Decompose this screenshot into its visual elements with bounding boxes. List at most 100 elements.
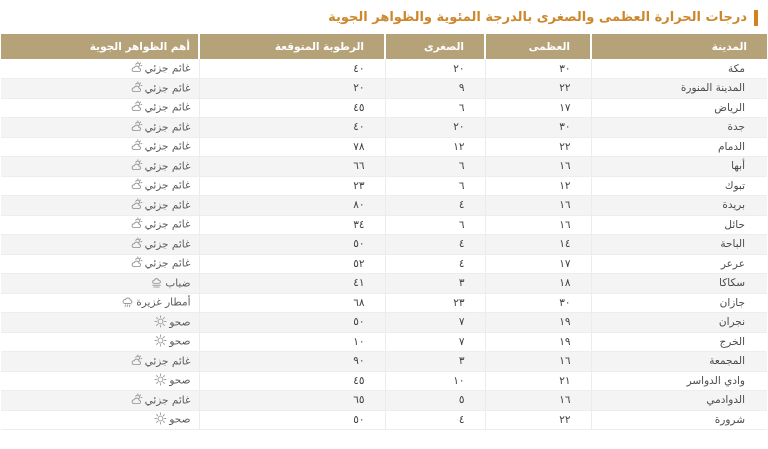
- phenomena-label: صحو: [169, 316, 191, 329]
- table-header-row: المدينة العظمى الصغرى الرطوبة المتوقعة أ…: [1, 34, 767, 59]
- phenomena-cell: غائم جزئي: [1, 235, 199, 255]
- table-row: شرورة ٢٢ ٤ ٥٠ صحو: [1, 410, 767, 430]
- humidity-cell: ٨٠: [198, 195, 385, 215]
- phenomena-label: صحو: [169, 413, 191, 426]
- city-cell: حائل: [590, 215, 767, 235]
- partly-cloudy-icon: [130, 100, 143, 113]
- humidity-cell: ٥٠: [198, 312, 385, 332]
- max-temp-cell: ٣٠: [484, 117, 591, 137]
- partly-cloudy-icon: [130, 354, 143, 367]
- min-temp-cell: ١٠: [384, 371, 485, 391]
- table-row: حائل ١٦ ٦ ٣٤ غائم جزئي: [1, 215, 767, 235]
- partly-cloudy-icon: [130, 61, 143, 74]
- partly-cloudy-icon: [130, 198, 143, 211]
- table-row: الرياض ١٧ ٦ ٤٥ غائم جزئي: [1, 98, 767, 118]
- city-cell: تبوك: [590, 176, 767, 196]
- table-row: سكاكا ١٨ ٣ ٤١ ضباب: [1, 273, 767, 293]
- min-temp-cell: ٧: [384, 312, 485, 332]
- phenomena-label: غائم جزئي: [144, 238, 191, 251]
- min-temp-cell: ٤: [384, 234, 485, 254]
- city-cell: الدمام: [590, 137, 767, 157]
- max-temp-cell: ١٤: [484, 234, 591, 254]
- clear-icon: [154, 334, 167, 347]
- max-temp-cell: ٢٢: [484, 137, 591, 157]
- min-temp-cell: ٢٣: [384, 293, 485, 313]
- humidity-cell: ٦٨: [198, 293, 385, 313]
- humidity-cell: ٤٥: [198, 98, 385, 118]
- column-header-city: المدينة: [590, 34, 767, 59]
- phenomena-cell: غائم جزئي: [1, 98, 199, 118]
- phenomena-label: غائم جزئي: [144, 62, 191, 75]
- city-cell: الدوادمي: [590, 390, 767, 410]
- partly-cloudy-icon: [130, 393, 143, 406]
- phenomena-cell: صحو: [1, 313, 199, 333]
- heavy-rain-icon: [121, 295, 134, 308]
- city-cell: جازان: [590, 293, 767, 313]
- city-cell: شرورة: [590, 410, 767, 430]
- phenomena-cell: غائم جزئي: [1, 157, 199, 177]
- column-header-max-temp: العظمى: [484, 34, 591, 59]
- min-temp-cell: ٣: [384, 273, 485, 293]
- partly-cloudy-icon: [130, 217, 143, 230]
- max-temp-cell: ١٧: [484, 254, 591, 274]
- max-temp-cell: ١٩: [484, 332, 591, 352]
- max-temp-cell: ١٦: [484, 215, 591, 235]
- phenomena-label: ضباب: [165, 277, 191, 290]
- partly-cloudy-icon: [130, 81, 143, 94]
- clear-icon: [154, 373, 167, 386]
- weather-table-body: مكة ٣٠ ٢٠ ٤٠ غائم جزئي المدينة المنورة ٢…: [1, 59, 767, 430]
- max-temp-cell: ١٧: [484, 98, 591, 118]
- min-temp-cell: ٢٠: [384, 117, 485, 137]
- min-temp-cell: ٣: [384, 351, 485, 371]
- city-cell: جدة: [590, 117, 767, 137]
- phenomena-cell: غائم جزئي: [1, 196, 199, 216]
- max-temp-cell: ٢٢: [484, 78, 591, 98]
- min-temp-cell: ٦: [384, 176, 485, 196]
- phenomena-cell: صحو: [1, 410, 199, 430]
- table-row: الدمام ٢٢ ١٢ ٧٨ غائم جزئي: [1, 137, 767, 157]
- max-temp-cell: ١٦: [484, 390, 591, 410]
- table-row: عرعر ١٧ ٤ ٥٢ غائم جزئي: [1, 254, 767, 274]
- max-temp-cell: ١٩: [484, 312, 591, 332]
- max-temp-cell: ٢١: [484, 371, 591, 391]
- humidity-cell: ٥٢: [198, 254, 385, 274]
- table-row: المجمعة ١٦ ٣ ٩٠ غائم جزئي: [1, 351, 767, 371]
- humidity-cell: ٣٤: [198, 215, 385, 235]
- table-row: جازان ٣٠ ٢٣ ٦٨ أمطار غزيرة: [1, 293, 767, 313]
- phenomena-cell: غائم جزئي: [1, 79, 199, 99]
- phenomena-cell: صحو: [1, 332, 199, 352]
- page-title: درجات الحرارة العظمى والصغرى بالدرجة الم…: [328, 10, 747, 25]
- humidity-cell: ٤١: [198, 273, 385, 293]
- table-row: الخرج ١٩ ٧ ١٠ صحو: [1, 332, 767, 352]
- city-cell: أبها: [590, 156, 767, 176]
- table-row: أبها ١٦ ٦ ٦٦ غائم جزئي: [1, 156, 767, 177]
- page-title-bar: درجات الحرارة العظمى والصغرى بالدرجة الم…: [0, 0, 768, 34]
- table-row: مكة ٣٠ ٢٠ ٤٠ غائم جزئي: [1, 59, 767, 79]
- city-cell: الرياض: [590, 98, 767, 118]
- phenomena-label: غائم جزئي: [144, 160, 191, 173]
- max-temp-cell: ١٢: [484, 176, 591, 196]
- humidity-cell: ٧٨: [198, 137, 385, 157]
- phenomena-cell: غائم جزئي: [1, 254, 199, 274]
- phenomena-cell: غائم جزئي: [1, 137, 199, 157]
- phenomena-label: صحو: [169, 335, 191, 348]
- title-accent-bar: [754, 9, 758, 26]
- humidity-cell: ٢٣: [198, 176, 385, 196]
- phenomena-label: غائم جزئي: [144, 199, 191, 212]
- clear-icon: [154, 412, 167, 425]
- phenomena-cell: غائم جزئي: [1, 59, 199, 79]
- table-row: الباحة ١٤ ٤ ٥٠ غائم جزئي: [1, 234, 767, 255]
- max-temp-cell: ١٦: [484, 156, 591, 176]
- phenomena-label: غائم جزئي: [144, 82, 191, 95]
- phenomena-label: غائم جزئي: [144, 101, 191, 114]
- phenomena-cell: غائم جزئي: [1, 176, 199, 196]
- min-temp-cell: ٥: [384, 390, 485, 410]
- phenomena-cell: صحو: [1, 371, 199, 391]
- partly-cloudy-icon: [130, 159, 143, 172]
- column-header-humidity: الرطوبة المتوقعة: [198, 34, 385, 59]
- table-row: بريدة ١٦ ٤ ٨٠ غائم جزئي: [1, 195, 767, 216]
- city-cell: وادي الدواسر: [590, 371, 767, 391]
- weather-table: المدينة العظمى الصغرى الرطوبة المتوقعة أ…: [1, 34, 767, 430]
- partly-cloudy-icon: [130, 256, 143, 269]
- max-temp-cell: ١٦: [484, 195, 591, 215]
